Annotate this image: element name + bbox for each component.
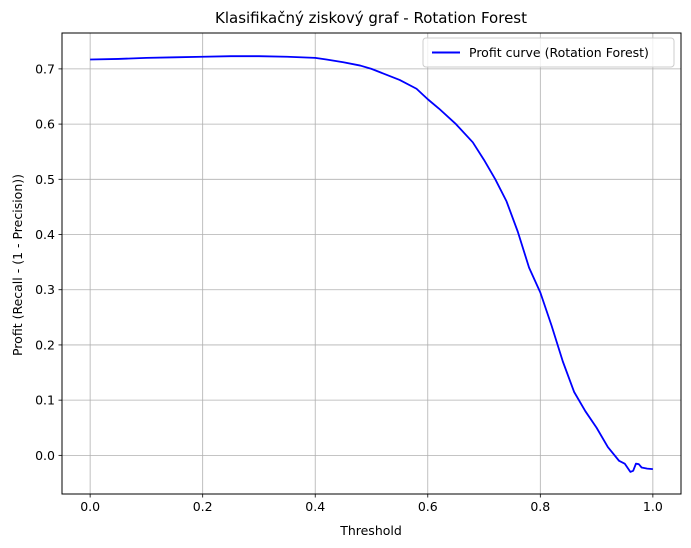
- x-tick-label: 0.2: [193, 499, 213, 514]
- legend-box: [422, 37, 675, 68]
- y-ticks: 0.0 0.1 0.2 0.3 0.4 0.5 0.6 0.7: [35, 61, 62, 463]
- x-axis-label: Threshold: [339, 523, 402, 538]
- y-tick-label: 0.7: [35, 61, 55, 76]
- x-tick-label: 0.4: [305, 499, 325, 514]
- series-line: [90, 55, 653, 473]
- series-lines: [90, 55, 653, 473]
- y-axis-label: Profit (Recall - (1 - Precision)): [10, 174, 25, 356]
- x-tick-label: 1.0: [643, 499, 663, 514]
- x-tick-label: 0.0: [80, 499, 100, 514]
- x-ticks: 0.0 0.2 0.4 0.6 0.8 1.0: [80, 494, 663, 514]
- y-tick-label: 0.1: [35, 393, 55, 408]
- x-tick-label: 0.8: [530, 499, 550, 514]
- legend-entry-label: Profit curve (Rotation Forest): [469, 45, 649, 60]
- y-tick-label: 0.5: [35, 172, 55, 187]
- x-tick-label: 0.6: [418, 499, 438, 514]
- y-tick-label: 0.3: [35, 282, 55, 297]
- plot-area-frame: [61, 32, 682, 495]
- y-tick-label: 0.6: [35, 117, 55, 132]
- y-tick-label: 0.0: [35, 448, 55, 463]
- y-tick-label: 0.2: [35, 337, 55, 352]
- legend: Profit curve (Rotation Forest): [422, 37, 675, 68]
- y-tick-label: 0.4: [35, 227, 55, 242]
- chart-title: Klasifikačný ziskový graf - Rotation For…: [215, 9, 527, 27]
